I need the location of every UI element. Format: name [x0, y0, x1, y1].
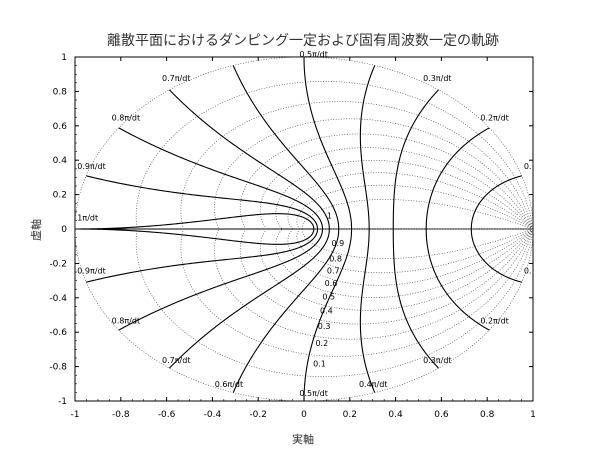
- x-tick-label: -0.8: [112, 410, 130, 420]
- y-tick-label: -0.2: [49, 259, 67, 269]
- y-tick-label: 1: [61, 53, 67, 63]
- x-tick-label: 1: [530, 410, 536, 420]
- damping-label: 0.3: [318, 322, 331, 331]
- y-tick-label: -0.8: [49, 363, 67, 373]
- frequency-locus-lower: [232, 228, 340, 393]
- frequency-locus-upper: [232, 65, 340, 230]
- y-tick-label: -1: [58, 397, 67, 407]
- damping-locus-lower: [296, 228, 533, 274]
- damping-label: 0.1: [313, 360, 326, 369]
- x-tick-label: -0.4: [204, 410, 222, 420]
- x-tick-label: 0.2: [343, 410, 357, 420]
- frequency-label: 0.8π/dt: [112, 317, 140, 326]
- damping-locus-lower: [275, 228, 533, 298]
- damping-locus-upper: [287, 172, 533, 230]
- frequency-locus-lower: [470, 228, 522, 283]
- frequency-locus-upper: [86, 175, 319, 230]
- y-tick-label: 0.8: [53, 87, 68, 97]
- frequency-label: 0.4π/dt: [359, 380, 387, 389]
- frequency-locus-lower: [169, 228, 330, 369]
- frequency-label: 0.3π/dt: [423, 74, 451, 83]
- damping-locus-upper: [239, 133, 533, 230]
- damping-locus-upper: [275, 160, 533, 230]
- frequency-locus-lower: [425, 228, 490, 331]
- y-axis-title: 虚軸: [29, 219, 43, 241]
- frequency-locus-lower: [303, 228, 353, 401]
- frequency-label: 0.3π/dt: [423, 356, 451, 365]
- frequency-label: 1π/dt: [77, 213, 98, 222]
- frequency-locus-upper: [425, 127, 490, 230]
- frequency-locus-lower: [359, 228, 376, 393]
- damping-label: 0.2: [315, 339, 328, 348]
- y-tick-label: 0.4: [53, 156, 68, 166]
- x-axis-title: 実軸: [292, 432, 314, 446]
- frequency-locus-upper: [359, 65, 376, 230]
- frequency-locus-upper: [169, 89, 330, 230]
- frequency-label: 0.9π/dt: [77, 162, 105, 171]
- y-tick-label: -0.6: [49, 328, 67, 338]
- frequency-label: 0.9π/dt: [77, 267, 105, 276]
- damping-locus-lower: [214, 228, 533, 340]
- y-tick-label: 0.6: [53, 122, 68, 132]
- damping-locus-upper: [296, 184, 533, 230]
- frequency-locus-upper: [392, 89, 439, 230]
- frequency-locus-lower: [75, 228, 315, 245]
- x-tick-label: -0.6: [158, 410, 176, 420]
- damping-locus-upper: [180, 101, 533, 230]
- x-tick-label: 0.6: [434, 410, 449, 420]
- damping-locus-lower: [180, 228, 533, 357]
- damping-label: 0.9: [331, 239, 344, 248]
- damping-label: 1: [327, 212, 332, 221]
- damping-locus-lower: [287, 228, 533, 286]
- frequency-locus-upper: [470, 175, 522, 230]
- damping-locus-lower: [135, 228, 533, 377]
- frequency-locus-lower: [86, 228, 319, 283]
- frequency-label: 0.2π/dt: [480, 114, 508, 123]
- frequency-label: 0.6π/dt: [215, 380, 243, 389]
- damping-locus-lower: [239, 228, 533, 325]
- frequency-locus-upper: [75, 213, 315, 230]
- y-tick-label: 0.2: [53, 191, 67, 201]
- y-tick-label: -0.4: [49, 294, 67, 304]
- damping-label: 0.6: [325, 279, 338, 288]
- frequency-label: 0.7π/dt: [162, 74, 190, 83]
- locus-curves: [75, 57, 533, 401]
- damping-locus-lower: [302, 228, 533, 259]
- damping-locus-upper: [135, 81, 533, 230]
- frequency-label: 0.5π/dt: [299, 389, 327, 398]
- frequency-label: 0.5π/dt: [299, 50, 327, 59]
- damping-locus-upper: [302, 199, 533, 230]
- damping-label: 0.7: [327, 267, 340, 276]
- frequency-label: 0.7π/dt: [162, 356, 190, 365]
- x-tick-label: 0.8: [480, 410, 495, 420]
- frequency-label: 0.2π/dt: [480, 317, 508, 326]
- frequency-label: 0.: [524, 267, 532, 276]
- frequency-label: 0.: [524, 162, 532, 171]
- chart-title: 離散平面におけるダンピング一定および固有周波数一定の軌跡: [107, 32, 499, 49]
- plot-area: -1 -0.8 -0.6 -0.4 -0.2 0 0.2 0.4 0.6 0.8 1 -1 -0.8 -0…: [49, 50, 535, 420]
- y-tick-label: 0: [61, 225, 67, 235]
- damping-label: 0.5: [322, 293, 335, 302]
- x-tick-label: -1: [71, 410, 80, 420]
- frequency-locus-upper: [118, 127, 324, 230]
- damping-label: 0.4: [320, 306, 333, 315]
- frequency-locus-upper: [303, 57, 353, 230]
- frequency-locus-lower: [392, 228, 439, 369]
- damping-label: 0.8: [329, 255, 342, 264]
- x-tick-label: 0: [301, 410, 307, 420]
- damping-locus-upper: [75, 57, 533, 230]
- frequency-locus-lower: [118, 228, 324, 331]
- damping-locus-upper: [214, 118, 533, 230]
- x-tick-label: -0.2: [249, 410, 267, 420]
- damping-locus-lower: [75, 228, 533, 401]
- x-tick-label: 0.4: [388, 410, 403, 420]
- frequency-label: 0.8π/dt: [112, 114, 140, 123]
